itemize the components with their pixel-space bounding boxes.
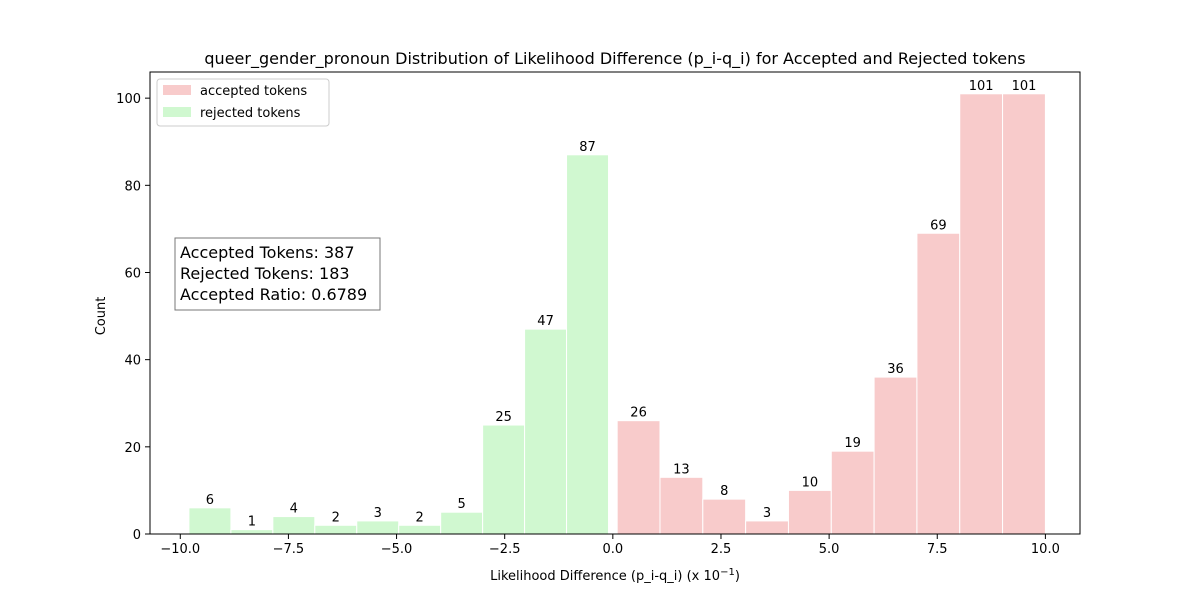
rejected-bar-label: 1 [248, 515, 256, 530]
accepted-bar-label: 101 [1012, 79, 1037, 94]
legend-label: rejected tokens [200, 106, 301, 121]
x-tick-label: 7.5 [927, 542, 948, 557]
stats-line: Rejected Tokens: 183 [180, 264, 350, 283]
stats-line: Accepted Ratio: 0.6789 [180, 285, 367, 304]
accepted-bar [873, 376, 918, 535]
x-axis-title-main: Likelihood Difference (p_i-q_i) (x 10 [490, 569, 720, 584]
legend-swatch [163, 107, 191, 117]
y-tick-label: 80 [124, 179, 141, 194]
legend: accepted tokens rejected tokens [156, 78, 330, 127]
x-tick-label: 2.5 [711, 542, 732, 557]
accepted-bar [787, 489, 832, 535]
accepted-bar-label: 36 [887, 362, 904, 377]
accepted-bar [659, 476, 704, 535]
accepted-bar [702, 498, 747, 535]
rejected-bar [272, 516, 316, 535]
accepted-bar-label: 26 [630, 406, 647, 421]
rejected-bar-label: 4 [290, 502, 298, 517]
accepted-bar [745, 520, 789, 535]
accepted-bar-label: 101 [969, 79, 994, 94]
rejected-bar-label: 3 [374, 506, 382, 521]
chart-title: queer_gender_pronoun Distribution of Lik… [204, 49, 1025, 69]
y-tick-label: 40 [124, 354, 141, 369]
accepted-bar-label: 3 [763, 506, 771, 521]
accepted-bar [916, 232, 961, 535]
rejected-bar [524, 328, 568, 535]
legend-frame [156, 78, 330, 127]
rejected-bar [482, 424, 526, 535]
y-tick-label: 100 [116, 92, 141, 107]
rejected-bar-label: 6 [206, 493, 214, 508]
rejected-bar-label: 5 [458, 497, 466, 512]
x-tick-label: −10.0 [160, 542, 200, 557]
rejected-bar [356, 520, 400, 535]
y-axis-title: Count [94, 297, 109, 336]
rejected-bar [398, 524, 442, 535]
rejected-bar-label: 47 [537, 314, 554, 329]
rejected-bar [566, 154, 610, 535]
accepted-bar-label: 8 [720, 484, 728, 499]
x-tick-label: 0.0 [602, 542, 623, 557]
x-axis-title: Likelihood Difference (p_i-q_i) (x 10−1) [490, 567, 740, 584]
y-tick-label: 60 [124, 266, 141, 281]
x-axis: −10.0 −7.5 −5.0 −2.5 0.0 2.5 5.0 7.5 10.0 [160, 534, 1060, 557]
accepted-bar [1002, 93, 1046, 535]
x-tick-label: −5.0 [381, 542, 413, 557]
rejected-bar-label: 2 [416, 510, 424, 525]
accepted-bar [959, 93, 1004, 535]
axes-frame [149, 71, 1081, 535]
y-tick-label: 0 [133, 528, 141, 543]
legend-swatch [163, 85, 191, 95]
y-axis: 0 20 40 60 80 100 [116, 92, 150, 543]
accepted-bar [616, 420, 661, 535]
x-tick-label: 5.0 [819, 542, 840, 557]
y-tick-label: 20 [124, 441, 141, 456]
bars-group [188, 93, 1046, 535]
x-axis-title-exponent: −1 [720, 567, 735, 578]
accepted-bar-label: 19 [844, 436, 861, 451]
stats-box-frame [174, 237, 381, 311]
x-tick-label: −7.5 [273, 542, 305, 557]
accepted-bar-label: 69 [930, 218, 947, 233]
rejected-bar [314, 524, 358, 535]
rejected-bar [188, 507, 232, 535]
rejected-bar-label: 25 [495, 410, 512, 425]
x-tick-label: 10.0 [1031, 542, 1060, 557]
accepted-bar-label: 10 [802, 475, 819, 490]
stats-annotation-box: Accepted Tokens: 387 Rejected Tokens: 183… [174, 237, 381, 311]
x-axis-title-suffix: ) [735, 569, 740, 584]
rejected-bar [230, 529, 274, 535]
x-tick-label: −2.5 [489, 542, 521, 557]
stats-line: Accepted Tokens: 387 [180, 243, 355, 262]
rejected-bar [440, 511, 484, 535]
rejected-bar-label: 2 [332, 510, 340, 525]
rejected-bar-label: 87 [579, 140, 596, 155]
accepted-bar [830, 450, 875, 535]
accepted-bar-label: 13 [673, 462, 690, 477]
legend-label: accepted tokens [200, 84, 307, 99]
